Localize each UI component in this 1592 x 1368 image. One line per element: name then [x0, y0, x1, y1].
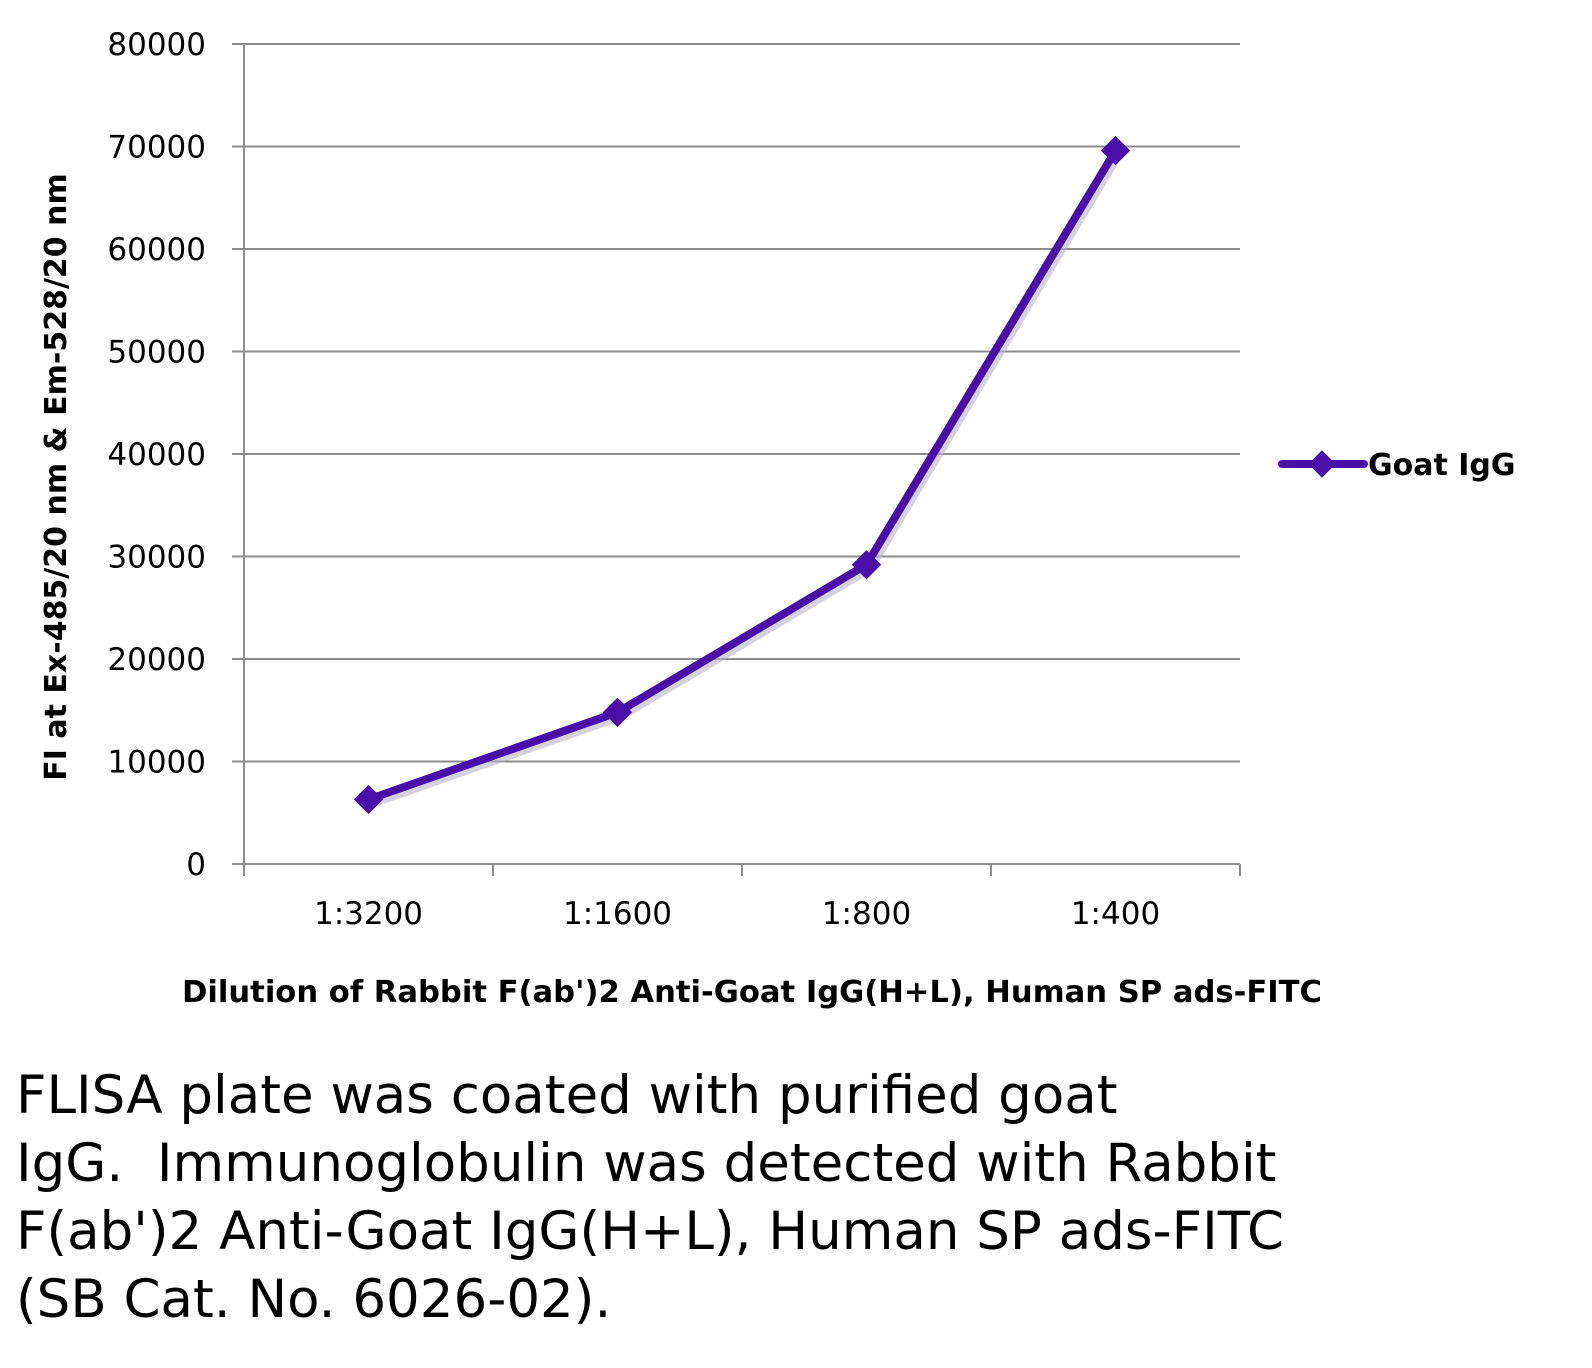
caption-line: F(ab')2 Anti-Goat IgG(H+L), Human SP ads…	[16, 1201, 1284, 1262]
data-point	[851, 549, 882, 580]
x-axis: 1:3200 1:1600 1:800 1:400	[232, 44, 1241, 932]
series-line-shadow	[367, 150, 1123, 808]
legend-label: Goat IgG	[1368, 448, 1516, 483]
y-tick-label: 70000	[107, 130, 206, 166]
gridlines	[232, 43, 1240, 763]
y-tick-label: 30000	[107, 540, 206, 576]
figure-caption: FLISA plate was coated with purified goa…	[16, 1062, 1556, 1334]
data-point	[602, 697, 633, 728]
y-tick-label: 80000	[107, 27, 206, 63]
caption-line: FLISA plate was coated with purified goa…	[16, 1065, 1118, 1126]
y-tick-label: 0	[186, 847, 206, 883]
y-tick-label: 60000	[107, 232, 206, 268]
y-tick-label: 40000	[107, 437, 206, 473]
line-chart: 0 10000 20000 30000 40000 50000 60000 70000 8000…	[39, 27, 1516, 1010]
y-tick-label: 50000	[107, 335, 206, 371]
legend-marker	[1308, 450, 1336, 478]
x-tick-label: 1:800	[822, 896, 911, 932]
x-tick-label: 1:400	[1071, 896, 1160, 932]
data-point	[353, 784, 384, 815]
y-tick-label: 10000	[107, 745, 206, 781]
caption-line: IgG. Immunoglobulin was detected with Ra…	[16, 1133, 1277, 1194]
y-axis-ticks: 0 10000 20000 30000 40000 50000 60000 70000 8000…	[107, 27, 206, 883]
x-tick-label: 1:1600	[563, 896, 672, 932]
series-line	[364, 146, 1120, 804]
x-tick-label: 1:3200	[314, 896, 423, 932]
series-layer	[353, 135, 1131, 815]
y-axis-title: FI at Ex-485/20 nm & Em-528/20 nm	[39, 173, 74, 780]
caption-line: (SB Cat. No. 6026-02).	[16, 1269, 612, 1330]
x-axis-title: Dilution of Rabbit F(ab')2 Anti-Goat IgG…	[182, 975, 1322, 1010]
legend: Goat IgG	[1278, 448, 1516, 483]
y-tick-label: 20000	[107, 642, 206, 678]
data-point	[1100, 135, 1131, 166]
